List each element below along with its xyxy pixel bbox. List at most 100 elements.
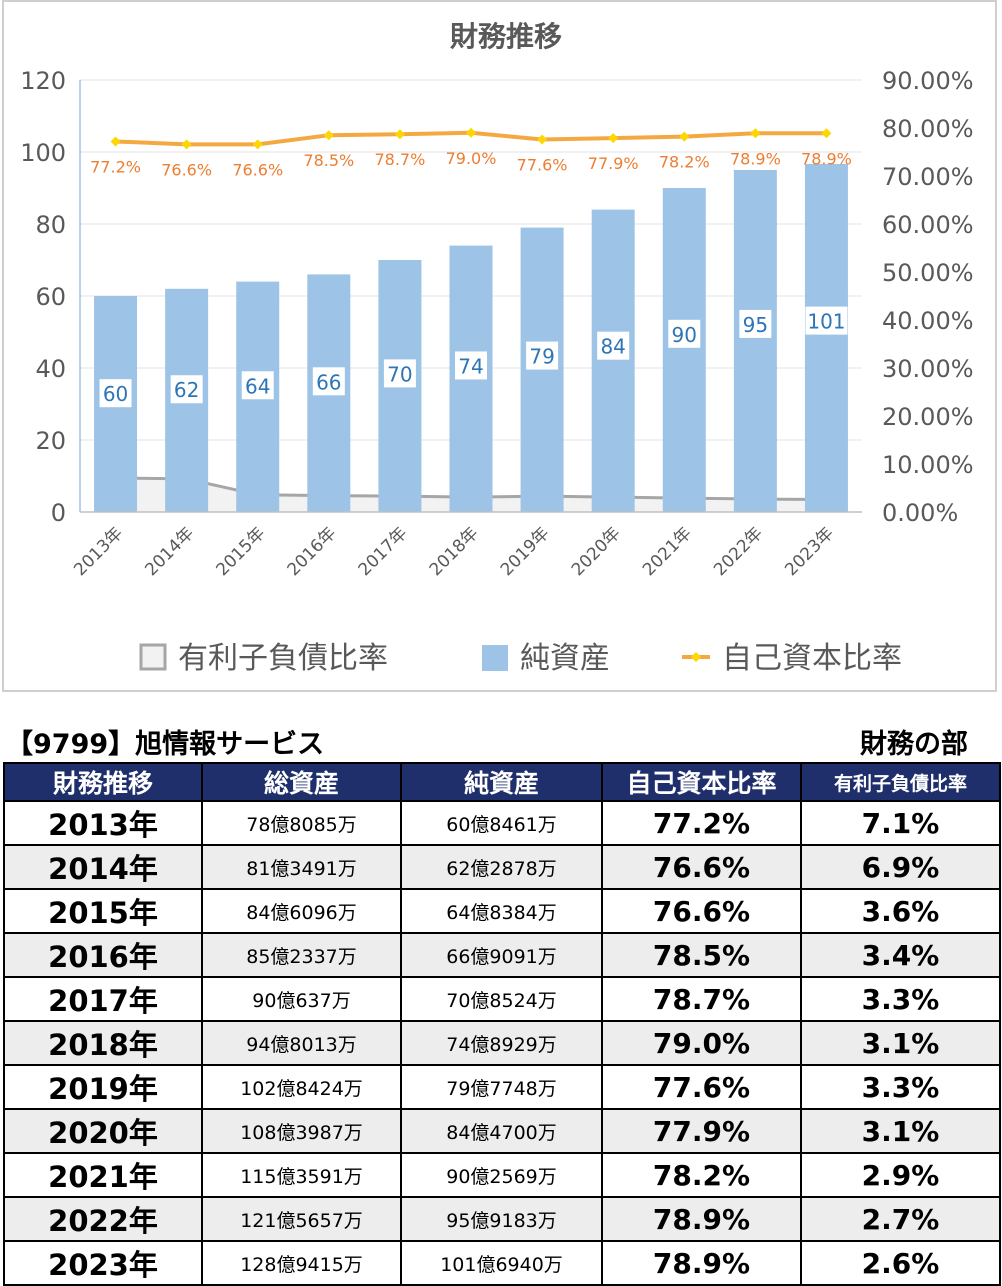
cell-net-assets: 60億8461万: [400, 800, 603, 846]
cell-total-assets: 115億3591万: [201, 1152, 402, 1198]
y-right-tick-label: 20.00%: [882, 403, 974, 431]
bar-data-label: 90: [672, 323, 697, 347]
equity-ratio-marker: [608, 133, 619, 144]
y-left-tick-label: 20: [35, 427, 66, 455]
x-tick-label: 2015年: [213, 523, 270, 580]
equity-ratio-marker: [110, 136, 121, 147]
chart-frame: 財務推移 0 20 40 60 80 100 120 0.00% 10.00% 20.00% 30.0…: [2, 0, 997, 692]
y-right-tick-label: 70.00%: [882, 163, 974, 191]
debt-ratio-area: [115, 477, 827, 512]
table-row: 2016年 85億2337万 66億9091万 78.5% 3.4%: [3, 932, 1001, 978]
cell-equity-ratio: 76.6%: [601, 888, 802, 934]
equity-ratio-marker: [679, 131, 690, 142]
financial-chart: 財務推移 0 20 40 60 80 100 120 0.00% 10.00% 20.00% 30.0…: [20, 20, 974, 676]
cell-total-assets: 128億9415万: [201, 1240, 402, 1286]
bar-label-box: [312, 367, 345, 396]
bar-data-label: 62: [174, 378, 199, 402]
table-row: 2023年 128億9415万 101億6940万 78.9% 2.6%: [3, 1240, 1001, 1286]
cell-year: 2017年: [3, 976, 203, 1022]
chart-title: 財務推移: [450, 20, 562, 53]
table-row: 2014年 81億3491万 62億2878万 76.6% 6.9%: [3, 844, 1001, 890]
cell-year: 2023年: [3, 1240, 203, 1286]
table-row: 2020年 108億3987万 84億4700万 77.9% 3.1%: [3, 1108, 1001, 1154]
line-data-label: 77.6%: [517, 156, 568, 175]
cell-debt-ratio: 6.9%: [800, 844, 1001, 890]
line-data-label: 79.0%: [446, 149, 497, 168]
cell-year: 2019年: [3, 1064, 203, 1110]
y-left-tick-label: 60: [35, 283, 66, 311]
equity-ratio-marker: [821, 128, 832, 139]
table-row: 2022年 121億5657万 95億9183万 78.9% 2.7%: [3, 1196, 1001, 1242]
bar-data-label: 95: [743, 313, 768, 337]
y-left-tick-label: 100: [20, 139, 66, 167]
y-right-tick-label: 60.00%: [882, 211, 974, 239]
x-tick-label: 2018年: [426, 523, 483, 580]
line-data-label: 76.6%: [161, 160, 212, 179]
line-data-label: 77.2%: [90, 157, 141, 176]
cell-total-assets: 81億3491万: [201, 844, 402, 890]
cell-debt-ratio: 2.6%: [800, 1240, 1001, 1286]
cell-net-assets: 64億8384万: [400, 888, 603, 934]
cell-equity-ratio: 77.9%: [601, 1108, 802, 1154]
cell-year: 2020年: [3, 1108, 203, 1154]
cell-year: 2016年: [3, 932, 203, 978]
cell-debt-ratio: 7.1%: [800, 800, 1001, 846]
bar-data-label: 66: [316, 370, 341, 394]
cell-debt-ratio: 3.3%: [800, 976, 1001, 1022]
bar-data-label: 60: [103, 382, 128, 406]
bar-data-label: 64: [245, 374, 270, 398]
x-tick-label: 2020年: [568, 523, 625, 580]
y-left-tick-label: 80: [35, 211, 66, 239]
y-right-tick-label: 30.00%: [882, 355, 974, 383]
bar-label-box: [383, 359, 416, 388]
cell-debt-ratio: 2.7%: [800, 1196, 1001, 1242]
header-debt-ratio: 有利子負債比率: [800, 762, 1001, 802]
financial-table: 財務推移 総資産 純資産 自己資本比率 有利子負債比率 2013年 78億8085…: [3, 762, 1001, 1286]
line-data-label: 78.5%: [303, 151, 354, 170]
y-right-tick-label: 10.00%: [882, 451, 974, 479]
cell-equity-ratio: 78.5%: [601, 932, 802, 978]
bar-label-box: [597, 331, 630, 360]
bar-data-label: 84: [600, 335, 625, 359]
line-data-label: 78.9%: [730, 149, 781, 168]
net-assets-bar: [520, 227, 564, 512]
legend-label-debt-ratio: 有利子負債比率: [178, 641, 388, 676]
line-data-label: 76.6%: [232, 160, 283, 179]
equity-ratio-marker: [323, 130, 334, 141]
cell-total-assets: 90億637万: [201, 976, 402, 1022]
x-tick-label: 2013年: [70, 523, 127, 580]
net-assets-bar: [733, 170, 777, 512]
cell-year: 2014年: [3, 844, 203, 890]
cell-debt-ratio: 3.3%: [800, 1064, 1001, 1110]
x-tick-label: 2021年: [639, 523, 696, 580]
cell-equity-ratio: 78.9%: [601, 1196, 802, 1242]
bar-label-box: [526, 341, 559, 370]
table-row: 2021年 115億3591万 90億2569万 78.2% 2.9%: [3, 1152, 1001, 1198]
cell-total-assets: 78億8085万: [201, 800, 402, 846]
cell-debt-ratio: 3.1%: [800, 1020, 1001, 1066]
header-total-assets: 総資産: [201, 762, 402, 802]
bar-data-label: 70: [387, 362, 412, 386]
cell-year: 2021年: [3, 1152, 203, 1198]
cell-total-assets: 94億8013万: [201, 1020, 402, 1066]
cell-equity-ratio: 76.6%: [601, 844, 802, 890]
bar-label-box: [805, 306, 848, 335]
bar-label-box: [455, 351, 487, 380]
bar-data-label: 79: [529, 345, 554, 369]
bar-label-box: [99, 379, 132, 408]
cell-total-assets: 108億3987万: [201, 1108, 402, 1154]
cell-equity-ratio: 77.2%: [601, 800, 802, 846]
equity-ratio-marker: [466, 127, 476, 138]
line-data-label: 78.7%: [374, 150, 425, 169]
cell-equity-ratio: 77.6%: [601, 1064, 802, 1110]
bar-label-box: [170, 375, 203, 404]
cell-total-assets: 84億6096万: [201, 888, 402, 934]
legend-swatch-debt-ratio: [139, 643, 167, 671]
cell-net-assets: 66億9091万: [400, 932, 603, 978]
y-right-tick-label: 80.00%: [882, 115, 974, 143]
x-tick-label: 2014年: [141, 523, 198, 580]
cell-net-assets: 84億4700万: [400, 1108, 603, 1154]
cell-equity-ratio: 78.2%: [601, 1152, 802, 1198]
net-assets-bar: [662, 188, 706, 512]
cell-net-assets: 62億2878万: [400, 844, 603, 890]
